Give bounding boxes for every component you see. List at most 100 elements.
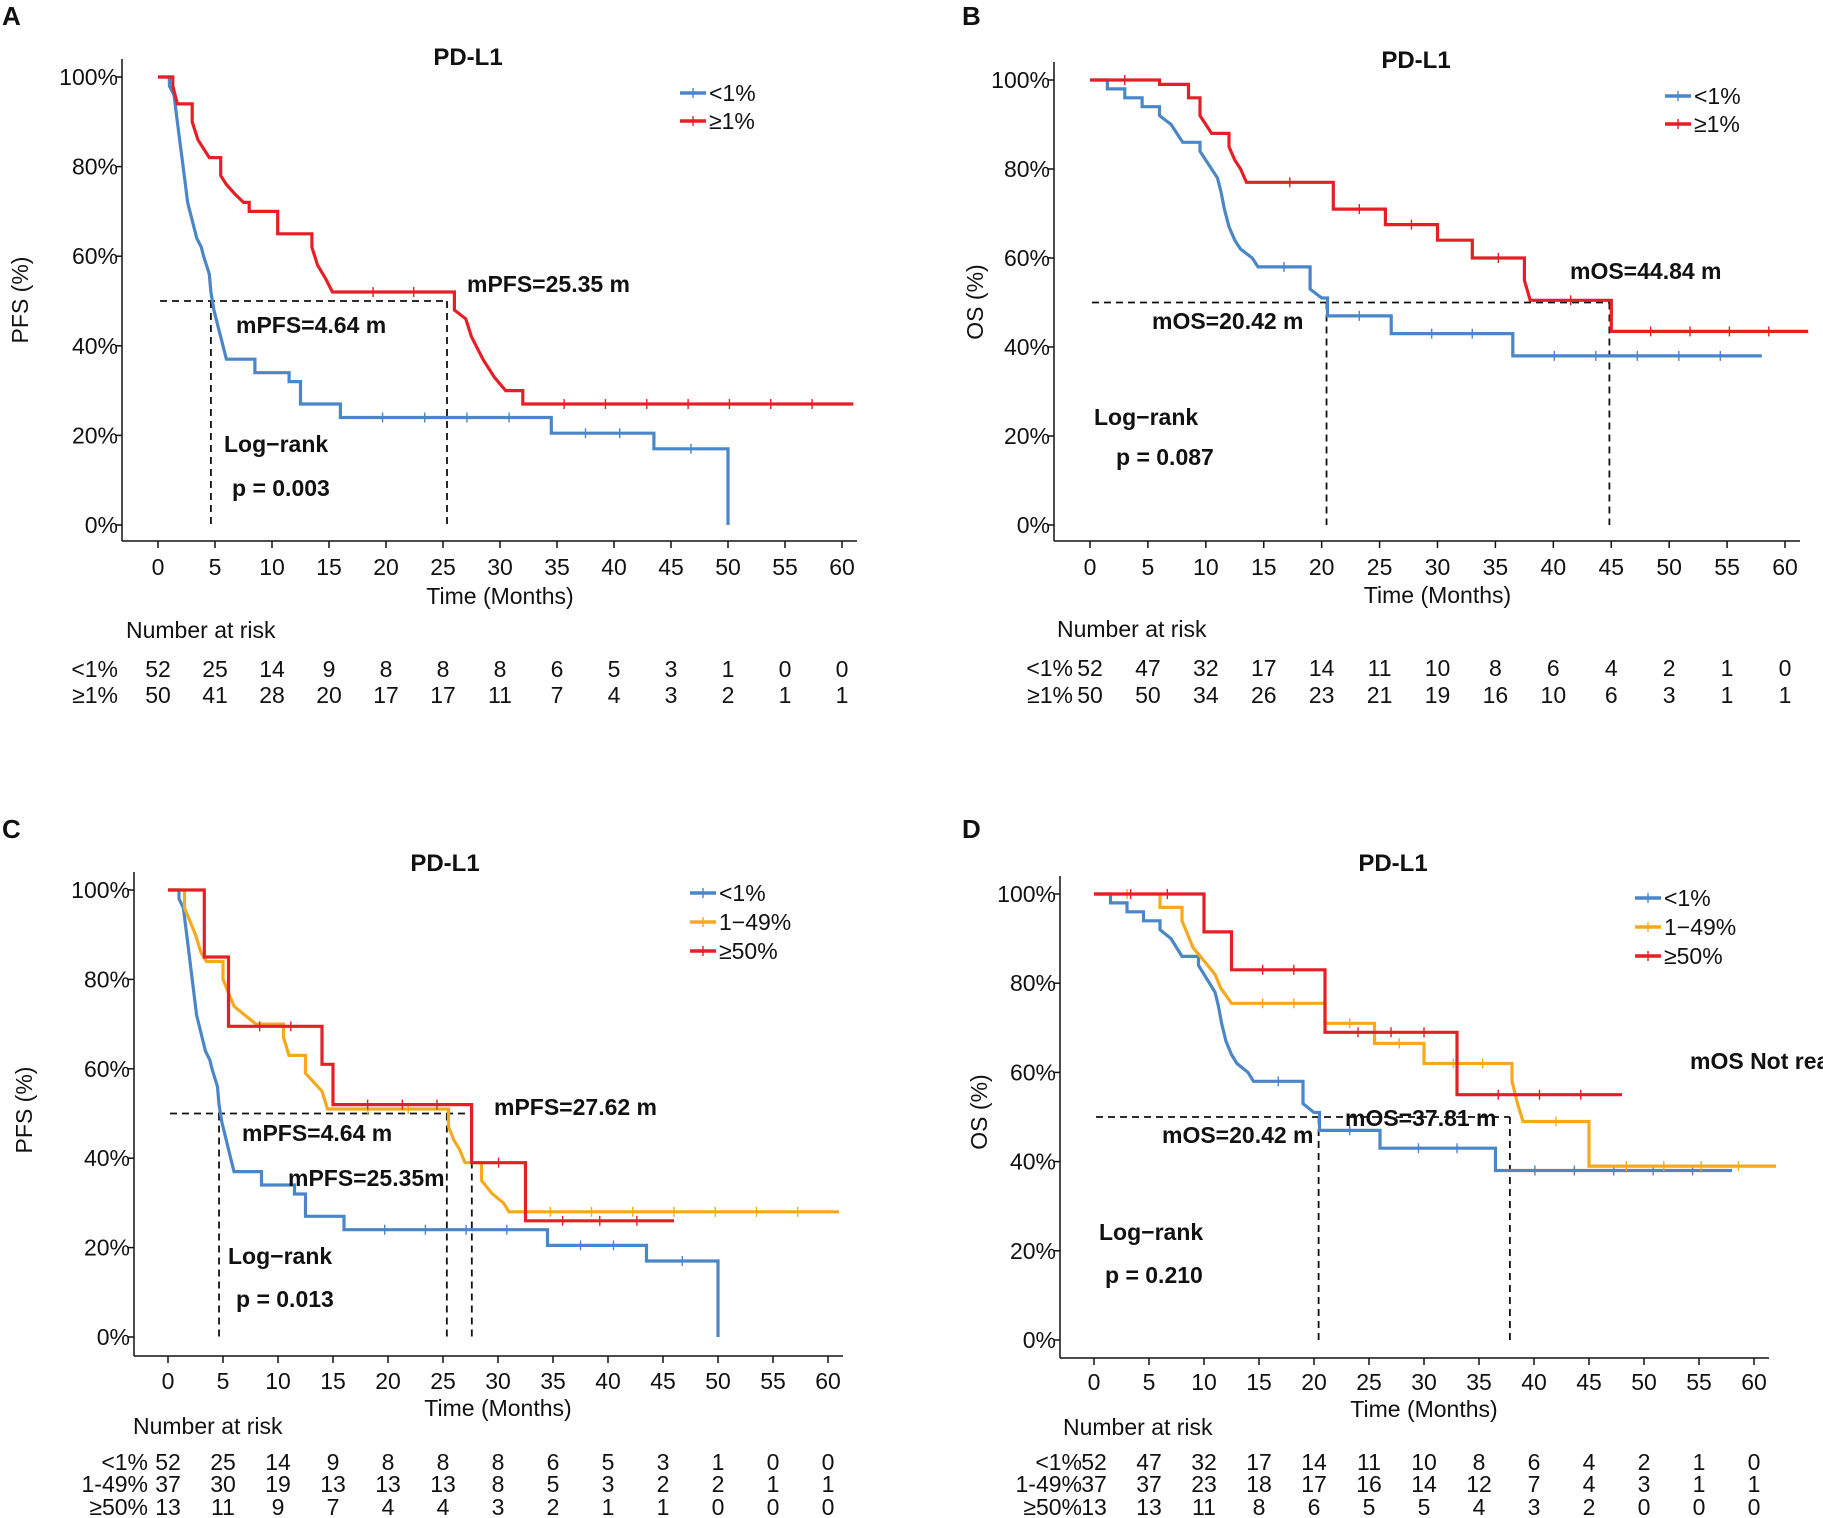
x-tick-label: 60 bbox=[1772, 554, 1798, 580]
x-tick-label: 5 bbox=[217, 1368, 230, 1394]
x-tick-label: 25 bbox=[430, 554, 456, 580]
x-axis-label: Time (Months) bbox=[1350, 1396, 1497, 1422]
risk-count: 3 bbox=[665, 656, 678, 682]
annotation: mPFS=25.35m bbox=[288, 1165, 445, 1191]
risk-count: 14 bbox=[1411, 1471, 1437, 1497]
risk-count: 6 bbox=[551, 656, 564, 682]
risk-count: 50 bbox=[1135, 682, 1161, 708]
legend-label: <1% bbox=[1694, 83, 1741, 109]
annotation: Log−rank bbox=[228, 1243, 332, 1269]
risk-count: 2 bbox=[1583, 1494, 1596, 1518]
risk-count: 32 bbox=[1193, 655, 1219, 681]
x-tick-label: 25 bbox=[1367, 554, 1393, 580]
risk-count: 5 bbox=[1363, 1494, 1376, 1518]
series-line-0 bbox=[168, 888, 720, 1337]
risk-count: 0 bbox=[822, 1494, 835, 1518]
annotation: Log−rank bbox=[1099, 1219, 1203, 1245]
x-tick-label: 40 bbox=[601, 554, 627, 580]
panel-d: DPD-L10 5 10 15 20 25 30 35 40 45 50 55 600%20%40%60… bbox=[962, 814, 1823, 1518]
x-tick-label: 0 bbox=[1088, 1369, 1101, 1395]
series-line-1 bbox=[168, 888, 839, 1214]
risk-count: 11 bbox=[211, 1494, 235, 1518]
risk-count: 23 bbox=[1309, 682, 1335, 708]
series-line-0 bbox=[1094, 892, 1732, 1173]
risk-count: 3 bbox=[492, 1494, 505, 1518]
risk-count: 14 bbox=[265, 1449, 291, 1475]
risk-count: 50 bbox=[145, 682, 171, 708]
panel-c: CPD-L10 5 10 15 20 25 30 35 40 45 50 55 600%20%40%60… bbox=[2, 814, 843, 1518]
risk-count: 28 bbox=[259, 682, 285, 708]
x-tick-label: 50 bbox=[1656, 554, 1682, 580]
risk-table-header: Number at risk bbox=[126, 617, 276, 643]
risk-count: 1 bbox=[1693, 1471, 1706, 1497]
x-tick-label: 40 bbox=[1521, 1369, 1547, 1395]
annotation: mOS=20.42 m bbox=[1152, 308, 1304, 334]
risk-count: 50 bbox=[1077, 682, 1103, 708]
risk-count: 34 bbox=[1193, 682, 1219, 708]
y-tick-label: 20% bbox=[1010, 1238, 1056, 1264]
annotation: mOS=37.81 m bbox=[1345, 1105, 1497, 1131]
risk-row-label: <1% bbox=[1035, 1449, 1082, 1475]
x-tick-label: 60 bbox=[815, 1368, 841, 1394]
risk-count: 21 bbox=[1367, 682, 1393, 708]
x-axis-label: Time (Months) bbox=[1364, 582, 1511, 608]
risk-count: 14 bbox=[1301, 1449, 1327, 1475]
risk-count: 2 bbox=[1663, 655, 1676, 681]
risk-count: 1 bbox=[1748, 1471, 1761, 1497]
legend-label: 1−49% bbox=[1664, 914, 1736, 940]
x-tick-label: 5 bbox=[209, 554, 222, 580]
risk-count: 37 bbox=[155, 1471, 181, 1497]
risk-count: 8 bbox=[1473, 1449, 1486, 1475]
risk-count: 41 bbox=[202, 682, 228, 708]
risk-count: 25 bbox=[210, 1449, 236, 1475]
risk-count: 4 bbox=[1583, 1471, 1596, 1497]
risk-count: 8 bbox=[1253, 1494, 1266, 1518]
risk-count: 6 bbox=[1308, 1494, 1321, 1518]
x-tick-label: 55 bbox=[760, 1368, 786, 1394]
annotation: p = 0.003 bbox=[232, 475, 330, 501]
y-tick-label: 40% bbox=[1010, 1149, 1056, 1175]
risk-count: 9 bbox=[272, 1494, 285, 1518]
risk-count: 8 bbox=[437, 1449, 450, 1475]
risk-count: 12 bbox=[1466, 1471, 1492, 1497]
x-tick-label: 20 bbox=[375, 1368, 401, 1394]
risk-count: 16 bbox=[1483, 682, 1509, 708]
risk-count: 0 bbox=[1748, 1449, 1761, 1475]
legend-label: ≥1% bbox=[1694, 111, 1740, 137]
risk-row-label: <1% bbox=[1026, 655, 1073, 681]
y-axis-label: OS (%) bbox=[962, 264, 988, 339]
risk-count: 32 bbox=[1191, 1449, 1217, 1475]
risk-count: 52 bbox=[1077, 655, 1103, 681]
risk-count: 3 bbox=[602, 1471, 615, 1497]
risk-count: 16 bbox=[1356, 1471, 1382, 1497]
risk-count: 0 bbox=[1779, 655, 1792, 681]
y-tick-label: 40% bbox=[1004, 334, 1050, 360]
risk-count: 13 bbox=[155, 1494, 181, 1518]
risk-count: 17 bbox=[430, 682, 456, 708]
risk-row-label: 1-49% bbox=[1016, 1471, 1082, 1497]
y-tick-label: 40% bbox=[72, 333, 118, 359]
risk-row-label: ≥50% bbox=[1023, 1494, 1082, 1518]
x-tick-label: 40 bbox=[595, 1368, 621, 1394]
x-tick-label: 55 bbox=[1686, 1369, 1712, 1395]
risk-count: 13 bbox=[430, 1471, 456, 1497]
risk-count: 2 bbox=[1638, 1449, 1651, 1475]
risk-count: 4 bbox=[1583, 1449, 1596, 1475]
risk-count: 4 bbox=[437, 1494, 450, 1518]
x-axis-label: Time (Months) bbox=[426, 583, 573, 609]
risk-count: 8 bbox=[437, 656, 450, 682]
panel-b: BPD-L10 5 10 15 20 25 30 35 40 45 50 55 600%20%40%60… bbox=[962, 1, 1809, 708]
x-tick-label: 15 bbox=[320, 1368, 346, 1394]
risk-count: 0 bbox=[1748, 1494, 1761, 1518]
risk-count: 11 bbox=[1368, 655, 1392, 681]
x-tick-label: 60 bbox=[829, 554, 855, 580]
risk-count: 1 bbox=[722, 656, 735, 682]
risk-count: 13 bbox=[375, 1471, 401, 1497]
x-axis-label: Time (Months) bbox=[424, 1395, 571, 1421]
risk-count: 7 bbox=[327, 1494, 340, 1518]
y-tick-label: 40% bbox=[84, 1145, 130, 1171]
x-tick-label: 15 bbox=[1246, 1369, 1272, 1395]
risk-count: 19 bbox=[1425, 682, 1451, 708]
risk-count: 8 bbox=[492, 1449, 505, 1475]
